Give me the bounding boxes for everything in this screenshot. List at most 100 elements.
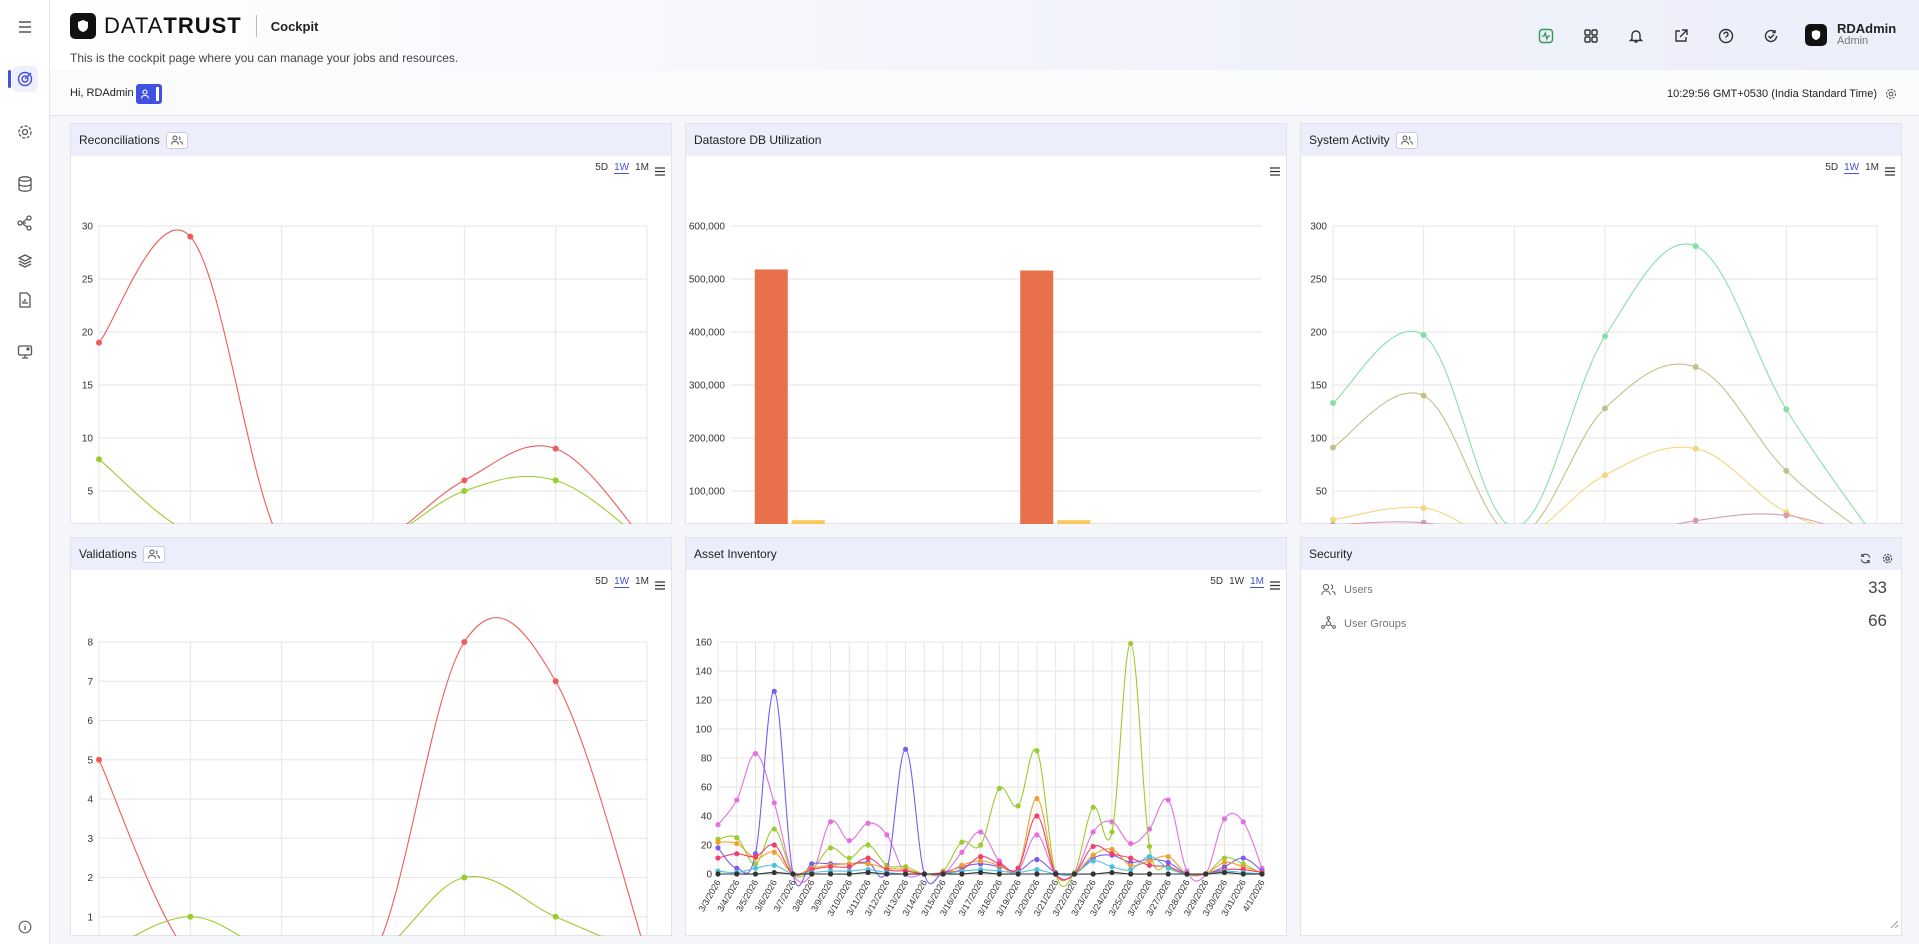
range-1w[interactable]: 1W [614, 162, 630, 174]
data-point [734, 840, 740, 847]
chart-menu-icon[interactable] [655, 575, 665, 594]
users-filter-icon[interactable] [165, 131, 188, 149]
data-point [1034, 856, 1040, 863]
refresh-icon[interactable] [1860, 549, 1871, 568]
data-point [734, 797, 740, 803]
data-point [715, 845, 721, 851]
sidebar-item-layers[interactable] [12, 248, 38, 274]
data-point [846, 871, 852, 877]
series-line [717, 690, 1263, 887]
user-menu[interactable]: RDAdmin Admin [1805, 22, 1896, 48]
range-1m[interactable]: 1M [1250, 576, 1264, 588]
range-1w[interactable]: 1W [614, 576, 630, 588]
data-point [187, 913, 194, 920]
bell-icon[interactable] [1626, 26, 1646, 46]
data-point [809, 871, 815, 877]
refresh-check-icon[interactable] [1761, 26, 1781, 46]
sidebar-item-monitor[interactable] [12, 339, 38, 365]
clock-settings-icon[interactable] [1885, 85, 1897, 104]
users-filter-icon[interactable] [142, 545, 165, 563]
range-5d[interactable]: 5D [1210, 576, 1224, 587]
data-point [1692, 517, 1699, 524]
report-icon [19, 292, 31, 308]
sidebar-item-reports[interactable] [12, 287, 38, 313]
activity-icon[interactable] [1536, 26, 1556, 46]
security-users-row[interactable]: Users [1321, 583, 1373, 596]
shield-logo-icon [70, 13, 96, 39]
settings-icon[interactable] [1882, 549, 1893, 568]
data-point [846, 855, 852, 861]
y-tick-label: 40 [701, 812, 713, 823]
data-point [715, 871, 721, 877]
sidebar-item-datastore[interactable] [12, 171, 38, 197]
sidebar-item-settings[interactable] [12, 119, 38, 145]
data-point [1330, 516, 1336, 523]
data-point [1128, 640, 1134, 647]
sidebar-item-lineage[interactable] [12, 210, 38, 236]
range-selector: 5D 1W 1M [1204, 576, 1264, 588]
brand[interactable]: DATATRUST Cockpit [70, 13, 318, 39]
series-line [717, 798, 1263, 882]
resize-handle-icon[interactable] [1890, 913, 1899, 932]
external-link-icon[interactable] [1671, 26, 1691, 46]
data-point [1165, 854, 1171, 860]
data-point [1692, 363, 1699, 370]
security-user-groups-row[interactable]: User Groups [1321, 616, 1406, 631]
y-tick-label: 25 [82, 275, 94, 286]
data-point [771, 826, 777, 832]
users-filter-icon[interactable] [1395, 131, 1418, 149]
chart-menu-icon[interactable] [655, 161, 665, 180]
chart-menu-icon[interactable] [1885, 161, 1895, 180]
user-switch-button[interactable] [136, 84, 162, 104]
data-point [1090, 804, 1096, 810]
bar [791, 520, 825, 524]
data-point [1128, 867, 1134, 873]
chart-menu-icon[interactable] [1270, 161, 1280, 180]
range-5d[interactable]: 5D [1825, 162, 1839, 173]
data-point [1259, 871, 1265, 877]
y-tick-label: 250 [1310, 275, 1327, 286]
data-point [1330, 521, 1336, 524]
data-point [902, 746, 909, 752]
data-point [996, 785, 1002, 792]
range-1m[interactable]: 1M [1865, 162, 1879, 173]
grid-icon[interactable] [1581, 26, 1601, 46]
y-tick-label: 1 [87, 912, 93, 923]
y-tick-label: 300,000 [689, 381, 726, 392]
data-point [1783, 467, 1790, 474]
y-tick-label: 200,000 [689, 434, 726, 445]
data-point [1783, 406, 1790, 413]
range-1w[interactable]: 1W [1229, 576, 1245, 587]
range-1m[interactable]: 1M [635, 162, 649, 173]
help-icon[interactable] [1716, 26, 1736, 46]
data-point [1165, 871, 1171, 877]
panel-header: Security [1301, 538, 1901, 570]
data-point [771, 842, 777, 848]
bar [754, 269, 788, 524]
sidebar-item-cockpit[interactable] [12, 66, 38, 92]
data-point [1146, 843, 1153, 850]
y-tick-label: 6 [87, 716, 93, 727]
range-1w[interactable]: 1W [1844, 162, 1860, 174]
data-point [1109, 851, 1115, 857]
y-tick-label: 200 [1310, 328, 1327, 339]
data-point [1034, 748, 1040, 754]
range-1m[interactable]: 1M [635, 576, 649, 587]
menu-icon[interactable] [12, 14, 38, 40]
range-5d[interactable]: 5D [595, 162, 609, 173]
sidebar-item-info[interactable] [12, 914, 38, 940]
monitor-icon [17, 345, 33, 359]
data-point [1184, 871, 1190, 877]
range-5d[interactable]: 5D [595, 576, 609, 587]
data-point [552, 913, 559, 920]
chart-menu-icon[interactable] [1270, 575, 1280, 594]
data-point [1165, 859, 1171, 865]
data-point [865, 820, 871, 826]
data-point [1240, 855, 1246, 861]
data-point [96, 339, 102, 346]
data-point [996, 861, 1002, 867]
data-point [827, 819, 834, 825]
series-line [98, 617, 642, 936]
